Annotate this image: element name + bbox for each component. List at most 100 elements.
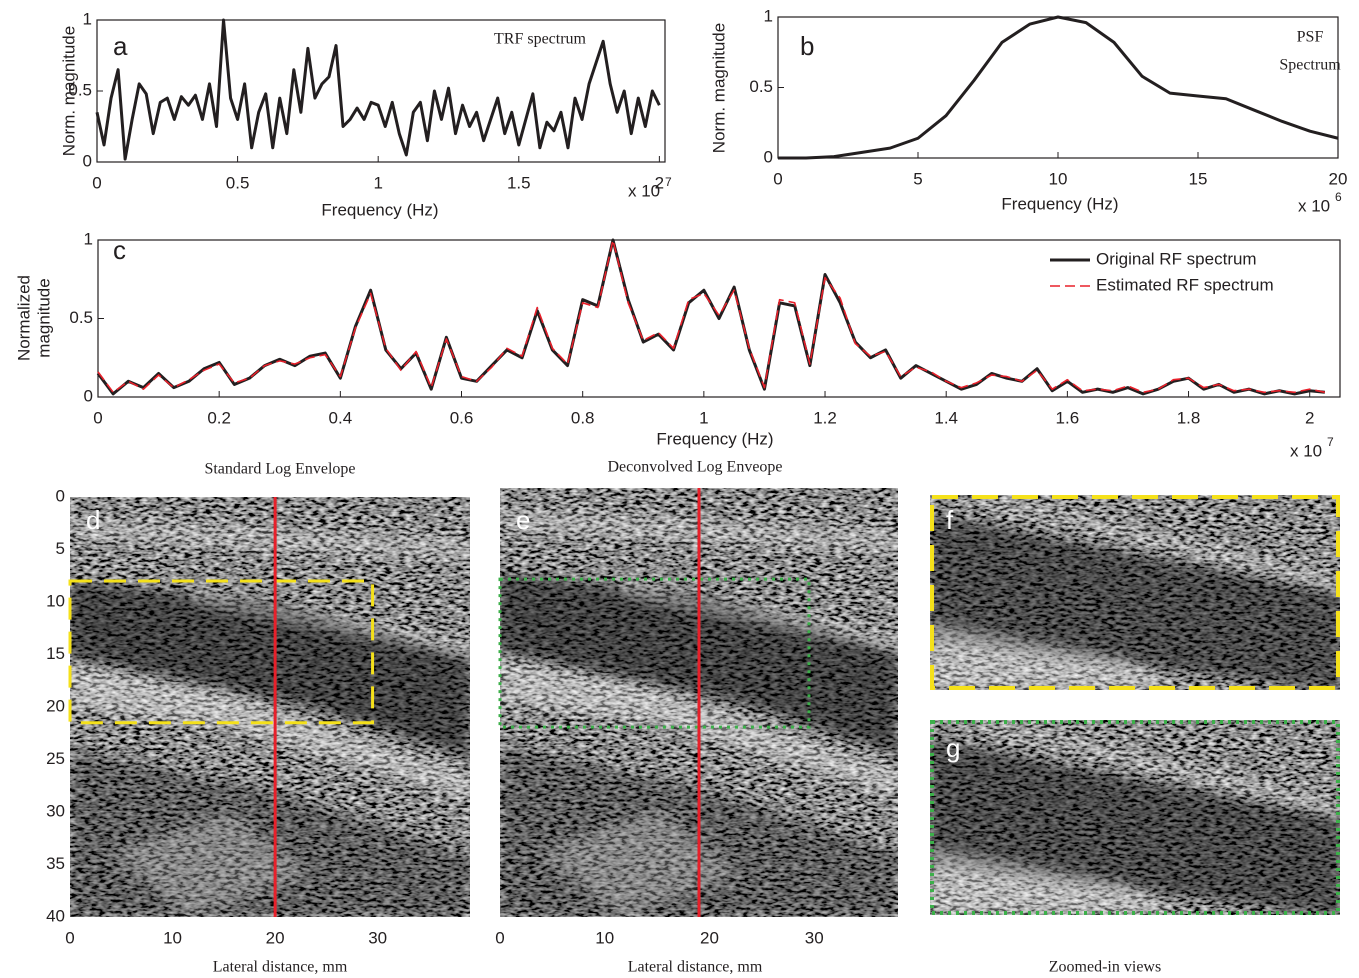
x-tick-label: 1.4 <box>934 408 958 427</box>
tissue-band <box>950 495 1340 593</box>
x-scale: x 10 <box>1290 441 1322 460</box>
tissue-band <box>930 846 1176 915</box>
x-tick-label: 2 <box>655 173 664 192</box>
plot-frame <box>777 16 1339 159</box>
y-tick-label: 1 <box>764 6 773 25</box>
annotation: Spectrum <box>1279 57 1341 74</box>
y-tick-label: 35 <box>46 854 65 873</box>
x-tick-label: 1.2 <box>813 408 837 427</box>
x-tick-label: 1.8 <box>1177 408 1201 427</box>
tissue-band <box>539 809 739 917</box>
data-line <box>97 239 1326 394</box>
x-tick-label: 20 <box>1329 169 1348 188</box>
panel-label: g <box>946 733 960 763</box>
x-tick-label: 0.2 <box>207 408 231 427</box>
tissue-band <box>619 582 898 652</box>
x-tick-label: 1 <box>699 408 708 427</box>
tissue-band <box>70 518 470 560</box>
y-tick-label: 0.5 <box>69 308 93 327</box>
caption: Zoomed-in views <box>1049 959 1161 976</box>
tissue-band <box>70 665 470 800</box>
y-tick-label: 25 <box>46 749 65 768</box>
y-tick-label: 1 <box>84 229 93 248</box>
y-tick-label: 0.5 <box>749 77 773 96</box>
legend-label: Estimated RF spectrum <box>1096 275 1274 294</box>
x-tick-label: 1.6 <box>1056 408 1080 427</box>
x-tick-label: 1 <box>373 173 382 192</box>
y-tick-label: 0 <box>56 486 65 505</box>
x-tick-label: 0 <box>495 928 504 947</box>
panel-label: f <box>946 505 954 535</box>
y-tick-label: 0.5 <box>68 80 92 99</box>
y-axis-label: magnitude <box>34 278 53 357</box>
x-tick-label: 15 <box>1189 169 1208 188</box>
data-line <box>95 18 661 161</box>
x-scale-exponent: 7 <box>665 175 672 189</box>
panel-label: c <box>113 235 126 265</box>
image-title: Standard Log Envelope <box>204 461 355 478</box>
x-tick-label: 0.4 <box>329 408 353 427</box>
tissue-band <box>190 589 470 657</box>
ultrasound-image <box>930 495 1340 690</box>
y-tick-label: 0 <box>84 386 93 405</box>
x-tick-label: 20 <box>266 928 285 947</box>
tissue-band <box>110 812 310 917</box>
y-axis-label: Normalized <box>14 275 33 361</box>
y-tick-label: 0 <box>764 147 773 166</box>
y-tick-label: 20 <box>46 696 65 715</box>
x-tick-label: 30 <box>805 928 824 947</box>
x-tick-label: 20 <box>700 928 719 947</box>
zoom-border <box>930 720 1340 915</box>
y-tick-label: 5 <box>56 539 65 558</box>
y-tick-label: 10 <box>46 591 65 610</box>
x-axis-label: Lateral distance, mm <box>213 959 348 976</box>
annotation: PSF <box>1297 29 1324 46</box>
panel-label: a <box>113 31 128 61</box>
y-tick-label: 40 <box>46 906 65 925</box>
annotation: TRF spectrum <box>494 31 587 48</box>
x-tick-label: 0.5 <box>226 173 250 192</box>
x-tick-label: 0 <box>65 928 74 947</box>
y-tick-label: 1 <box>83 9 92 28</box>
tissue-band <box>70 581 470 758</box>
image-title: Deconvolved Log Enveope <box>607 459 782 476</box>
y-tick-label: 30 <box>46 801 65 820</box>
y-axis-label: Norm. magnitude <box>59 26 78 156</box>
x-tick-label: 10 <box>163 928 182 947</box>
x-tick-label: 0 <box>92 173 101 192</box>
roi-box <box>498 577 811 729</box>
x-scale-exponent: 7 <box>1327 435 1334 449</box>
roi-box <box>68 579 375 725</box>
panel-label: e <box>516 505 530 535</box>
data-line <box>778 15 1339 160</box>
x-axis-label: Frequency (Hz) <box>1001 194 1118 213</box>
x-scale-exponent: 6 <box>1335 190 1342 204</box>
x-tick-label: 0.6 <box>450 408 474 427</box>
ultrasound-image <box>930 720 1340 915</box>
x-axis-label: Lateral distance, mm <box>628 959 763 976</box>
legend-label: Original RF spectrum <box>1096 249 1257 268</box>
ultrasound-image <box>70 497 470 917</box>
x-axis-label: Frequency (Hz) <box>321 200 438 219</box>
zoom-border <box>930 495 1340 690</box>
y-tick-label: 15 <box>46 644 65 663</box>
tissue-band <box>950 720 1340 818</box>
y-tick-label: 0 <box>83 151 92 170</box>
x-scale: x 10 <box>628 181 660 200</box>
x-tick-label: 10 <box>1049 169 1068 188</box>
x-tick-label: 0 <box>773 169 782 188</box>
x-tick-label: 2 <box>1305 408 1314 427</box>
x-axis-label: Frequency (Hz) <box>656 429 773 448</box>
x-tick-label: 0.8 <box>571 408 595 427</box>
x-tick-label: 10 <box>595 928 614 947</box>
y-axis-label: Norm. magnitude <box>709 23 728 153</box>
panel-label: d <box>86 505 100 535</box>
x-scale: x 10 <box>1298 196 1330 215</box>
x-tick-label: 30 <box>368 928 387 947</box>
tissue-band <box>930 621 1176 690</box>
data-line <box>96 238 1326 396</box>
x-tick-label: 0 <box>93 408 102 427</box>
panel-label: b <box>800 31 814 61</box>
